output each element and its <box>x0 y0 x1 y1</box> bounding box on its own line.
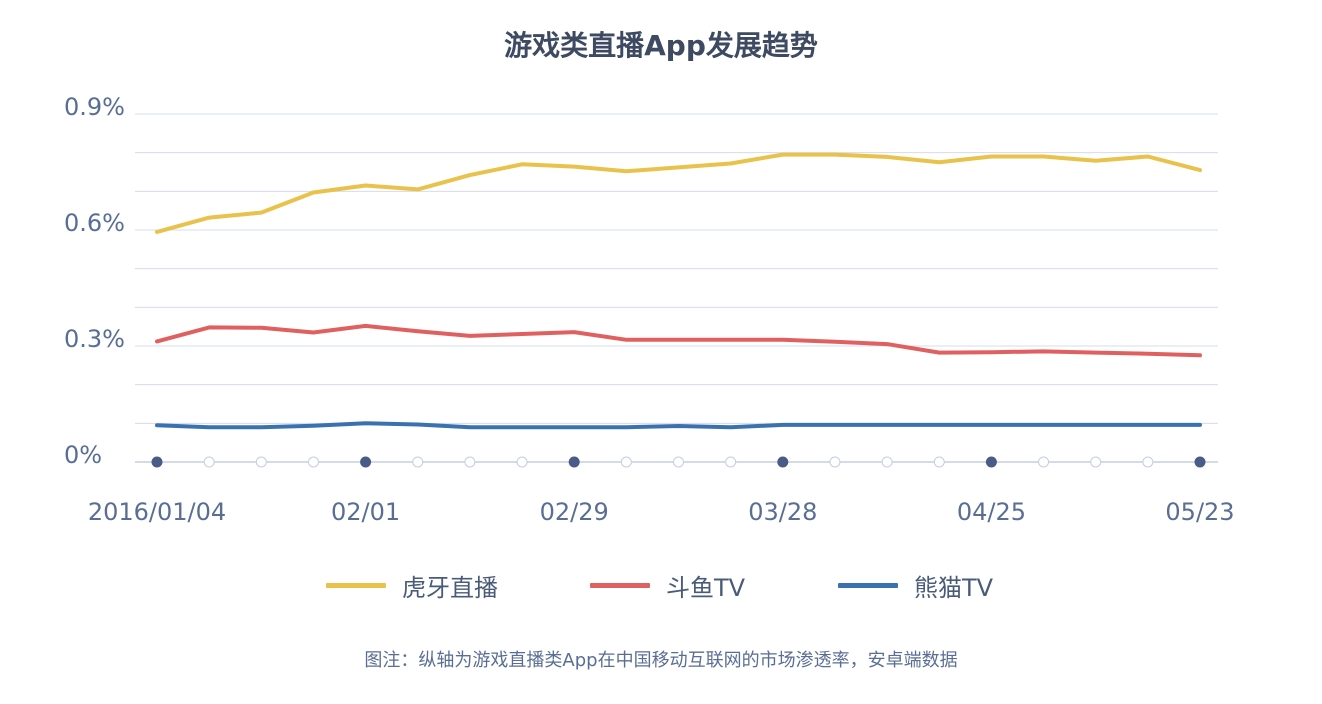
series-lines <box>155 152 1202 430</box>
legend-swatch-panda <box>838 583 898 588</box>
legend: 虎牙直播 斗鱼TV 熊猫TV <box>0 568 1322 608</box>
x-minor-marker <box>255 456 267 468</box>
x-tick-label: 02/29 <box>540 498 609 526</box>
x-minor-marker <box>933 456 945 468</box>
y-axis-ticks: 0% 0.3% 0.6% 0.9% <box>64 93 125 469</box>
chart-caption: 图注：纵轴为游戏直播类App在中国移动互联网的市场渗透率，安卓端数据 <box>364 650 958 671</box>
x-minor-marker <box>673 456 684 468</box>
x-tick-label: 04/25 <box>957 498 1026 526</box>
x-tick-marker <box>1194 456 1206 468</box>
legend-swatch-huya <box>326 583 386 588</box>
x-minor-marker <box>203 456 215 468</box>
chart-title: 游戏类直播App发展趋势 <box>504 29 818 62</box>
x-minor-marker <box>307 456 319 468</box>
x-minor-marker <box>1090 456 1102 468</box>
x-minor-marker <box>725 456 737 468</box>
x-tick-marker <box>151 456 163 468</box>
x-tick-marker <box>568 456 580 468</box>
legend-label-douyu: 斗鱼TV <box>666 574 746 602</box>
x-minor-marker <box>1142 456 1154 468</box>
series-line-1 <box>155 323 1202 358</box>
x-tick-marker <box>360 456 372 468</box>
y-tick-label: 0.3% <box>64 325 125 353</box>
legend-item-huya[interactable]: 虎牙直播 <box>326 568 498 603</box>
grid-lines <box>135 113 1218 424</box>
x-axis <box>135 456 1218 468</box>
x-axis-ticks: 2016/01/04 02/01 02/29 03/28 04/25 05/23 <box>88 498 1235 526</box>
legend-item-douyu[interactable]: 斗鱼TV <box>590 568 745 603</box>
legend-label-huya: 虎牙直播 <box>402 574 498 602</box>
line-chart: 0% 0.3% 0.6% 0.9% 2016/01/04 02/01 02/29 03/28… <box>64 93 1235 526</box>
x-minor-marker <box>881 456 893 468</box>
x-tick-label: 05/23 <box>1165 498 1234 526</box>
legend-item-panda[interactable]: 熊猫TV <box>838 568 993 603</box>
x-minor-marker <box>464 456 476 468</box>
x-tick-marker <box>985 456 997 468</box>
x-minor-marker <box>1038 456 1050 468</box>
legend-swatch-douyu <box>590 583 650 588</box>
y-tick-label: 0.6% <box>64 209 125 237</box>
x-minor-marker <box>620 456 632 468</box>
y-tick-label: 0% <box>64 441 102 469</box>
x-minor-marker <box>516 456 528 468</box>
series-line-0 <box>155 152 1202 234</box>
x-tick-label: 02/01 <box>331 498 400 526</box>
x-tick-marker <box>777 456 789 468</box>
legend-label-panda: 熊猫TV <box>914 574 994 602</box>
x-minor-marker <box>829 456 841 468</box>
x-tick-label: 03/28 <box>748 498 817 526</box>
x-minor-marker <box>412 456 424 468</box>
series-line-2 <box>155 421 1202 430</box>
y-tick-label: 0.9% <box>64 93 125 121</box>
x-tick-label: 2016/01/04 <box>88 498 226 526</box>
